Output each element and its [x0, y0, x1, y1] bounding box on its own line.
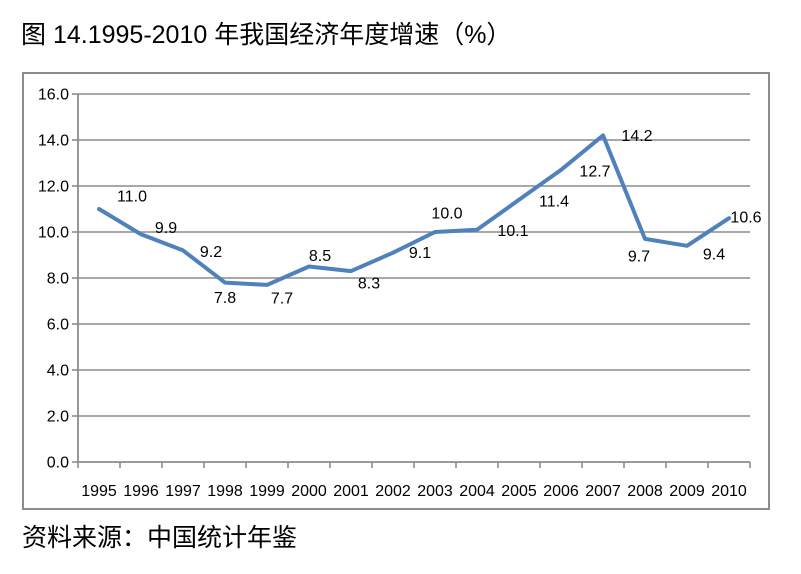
- source-note: 资料来源：中国统计年鉴: [22, 524, 298, 552]
- x-tick-label: 2005: [501, 483, 537, 500]
- x-tick-label: 2002: [375, 483, 411, 500]
- x-tick-label: 2008: [627, 483, 663, 500]
- x-tick-label: 2007: [585, 483, 621, 500]
- y-tick-label: 0.0: [47, 455, 69, 472]
- series-line: [97, 133, 731, 287]
- x-tick-label: 1998: [207, 483, 243, 500]
- x-tick-label: 1995: [81, 483, 117, 500]
- y-tick-label: 16.0: [38, 87, 69, 104]
- y-tick-label: 12.0: [38, 179, 69, 196]
- chart-frame: 0.0 2.0 4.0 6.0 8.0 10.0 12.0 14.0 16.0 1995 1996 1…: [22, 72, 770, 510]
- x-tick-label: 1996: [123, 483, 159, 500]
- x-tick-label: 2000: [291, 483, 327, 500]
- data-label: 7.8: [214, 290, 236, 307]
- data-label: 9.4: [703, 246, 725, 263]
- y-tick-label: 10.0: [38, 225, 69, 242]
- y-tick-label: 6.0: [47, 317, 69, 334]
- data-label: 8.3: [358, 276, 380, 293]
- y-tick-label: 14.0: [38, 133, 69, 150]
- data-label: 9.7: [628, 248, 650, 265]
- x-tick-label: 1999: [249, 483, 285, 500]
- x-tick-label: 1997: [165, 483, 201, 500]
- data-label: 9.9: [155, 220, 177, 237]
- x-tick-label: 2004: [459, 483, 495, 500]
- data-label: 9.1: [409, 245, 431, 262]
- y-tick-label: 4.0: [47, 363, 69, 380]
- data-label: 9.2: [200, 244, 222, 261]
- data-label: 10.6: [730, 210, 761, 227]
- data-label: 8.5: [309, 248, 331, 265]
- x-tick-label: 2006: [543, 483, 579, 500]
- data-label: 11.0: [117, 189, 147, 206]
- data-label: 14.2: [621, 128, 652, 145]
- data-label: 12.7: [579, 163, 610, 180]
- data-label: 10.0: [431, 206, 462, 223]
- data-label: 11.4: [539, 193, 569, 210]
- y-tick-label: 2.0: [47, 409, 69, 426]
- line-chart: 0.0 2.0 4.0 6.0 8.0 10.0 12.0 14.0 16.0 1995 1996 1…: [38, 87, 762, 501]
- data-label: 10.1: [497, 223, 528, 240]
- x-tick-label: 2010: [711, 483, 747, 500]
- figure-title: 图 14.1995-2010 年我国经济年度增速（%）: [21, 21, 512, 49]
- x-tick-label: 2001: [333, 483, 369, 500]
- x-tick-label: 2009: [669, 483, 705, 500]
- data-label: 7.7: [271, 290, 293, 307]
- x-tick-label: 2003: [417, 483, 453, 500]
- y-tick-label: 8.0: [47, 271, 69, 288]
